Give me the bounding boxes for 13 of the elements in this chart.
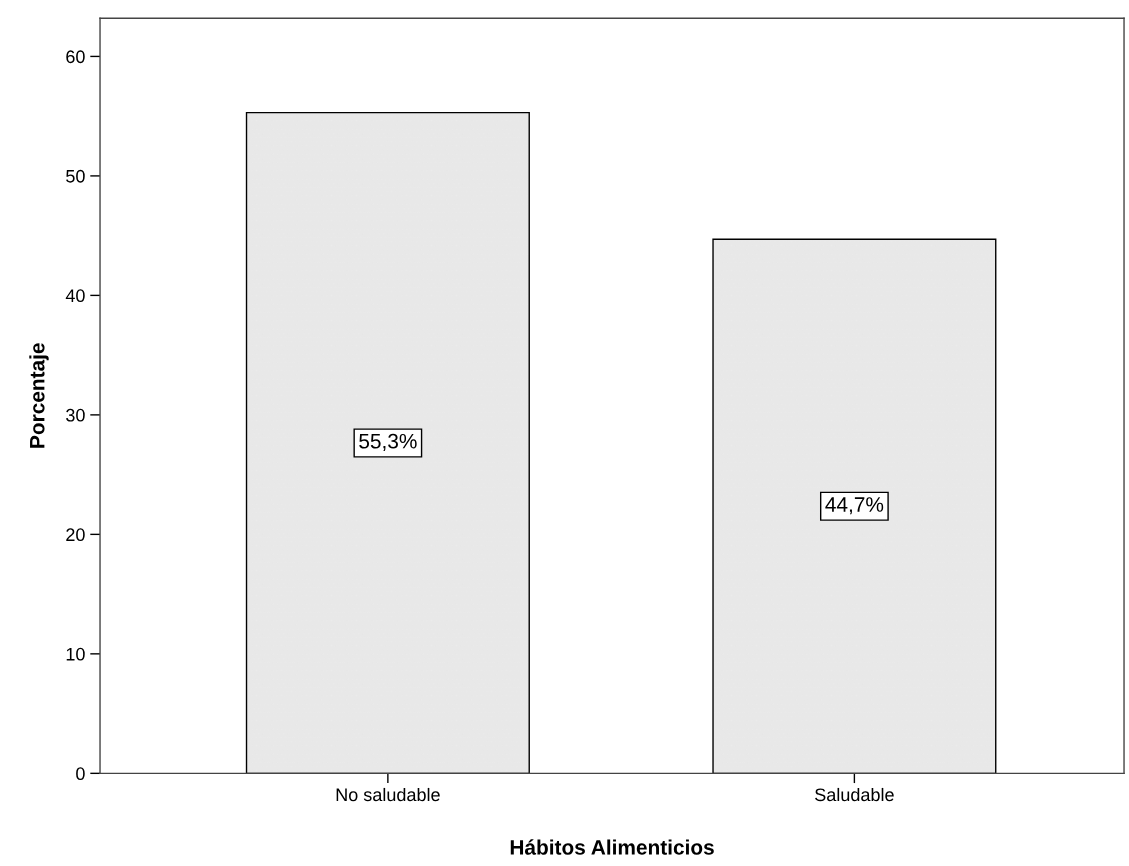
y-tick-label: 0 xyxy=(76,767,85,781)
data-label: 44,7% xyxy=(825,497,884,515)
x-tick-label: Saludable xyxy=(815,787,894,802)
y-tick-label: 30 xyxy=(66,408,85,422)
x-axis-title: Hábitos Alimenticios xyxy=(510,839,714,855)
y-tick-label: 50 xyxy=(66,169,85,183)
x-tick-label: No saludable xyxy=(336,787,440,802)
y-tick-label: 10 xyxy=(66,647,85,661)
y-axis-title: Porcentaje xyxy=(29,343,49,448)
y-tick-label: 40 xyxy=(65,289,85,303)
data-label: 55,3% xyxy=(359,433,417,452)
y-tick-label: 60 xyxy=(66,50,85,64)
y-tick-label: 20 xyxy=(66,528,85,542)
